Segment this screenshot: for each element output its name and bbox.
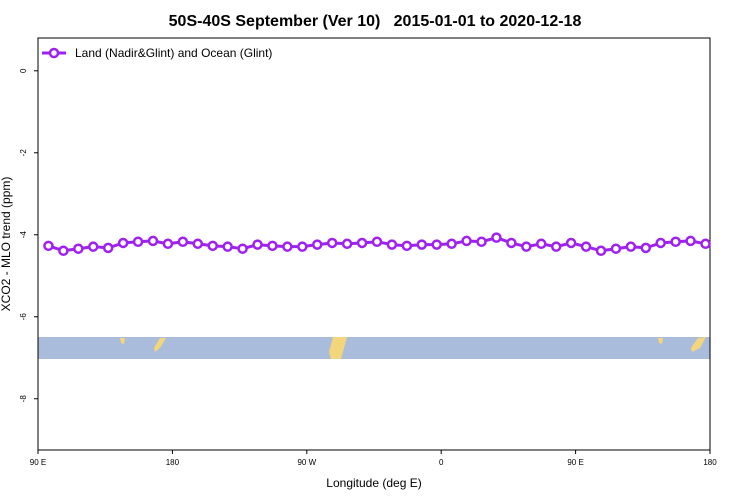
data-point <box>521 241 532 252</box>
data-point <box>476 236 487 247</box>
x-tick-label: 90 E <box>30 458 46 467</box>
data-point <box>282 241 293 252</box>
x-tick-label: 90 W <box>297 458 316 467</box>
y-tick-label: -6 <box>19 313 28 321</box>
data-point <box>147 235 159 247</box>
data-point <box>431 239 442 250</box>
data-point <box>461 235 472 247</box>
land <box>120 338 125 344</box>
data-point <box>446 238 457 250</box>
data-point <box>610 243 622 254</box>
data-point <box>655 237 666 249</box>
legend-label: Land (Nadir&Glint) and Ocean (Glint) <box>75 46 272 60</box>
y-axis-title: XCO2 - MLO trend (ppm) <box>0 177 13 312</box>
data-point <box>416 239 428 250</box>
data-point <box>341 238 353 250</box>
data-point <box>386 239 398 250</box>
chart-title: 50S-40S September (Ver 10) 2015-01-01 to… <box>169 13 582 30</box>
data-point <box>222 241 233 252</box>
data-point <box>700 238 711 250</box>
x-tick-label: 90 E <box>567 458 583 467</box>
legend-marker <box>48 47 60 59</box>
map-band <box>38 337 710 359</box>
data-point <box>550 241 562 252</box>
data-point <box>506 237 517 249</box>
x-axis-title: Longitude (deg E) <box>326 476 421 490</box>
y-tick-label: -4 <box>19 231 28 239</box>
data-point <box>102 242 114 254</box>
data-point <box>565 237 577 249</box>
x-tick-label: 0 <box>439 458 444 467</box>
data-point <box>117 237 129 249</box>
data-point <box>192 238 204 250</box>
y-tick-label: -8 <box>19 395 28 403</box>
data-point <box>371 236 383 247</box>
data-point <box>625 241 637 252</box>
data-point <box>580 241 592 252</box>
data-point <box>595 245 607 257</box>
data-point <box>401 240 413 252</box>
data-point <box>252 239 263 250</box>
data-point <box>491 232 502 243</box>
land <box>691 337 706 352</box>
x-tick-label: 180 <box>166 458 180 467</box>
data-point <box>267 240 278 252</box>
data-point <box>58 245 69 257</box>
data-point <box>132 236 144 247</box>
data-point <box>356 237 368 249</box>
data-point <box>43 240 54 252</box>
land <box>329 337 347 359</box>
data-point <box>162 238 174 250</box>
data-point <box>73 243 84 254</box>
data-point <box>326 237 338 249</box>
data-point <box>207 240 218 252</box>
x-tick-label: 180 <box>703 458 717 467</box>
data-point <box>640 242 652 254</box>
data-point <box>237 243 248 254</box>
ocean-band <box>38 337 710 359</box>
data-point <box>177 236 189 247</box>
land <box>154 338 166 352</box>
y-tick-label: -2 <box>19 149 28 157</box>
data-point <box>312 239 323 250</box>
y-tick-label: 0 <box>19 68 28 73</box>
data-point <box>536 238 547 250</box>
data-point <box>670 236 681 247</box>
data-point <box>685 235 696 247</box>
land <box>658 338 663 344</box>
data-point <box>88 241 99 252</box>
data-point <box>297 241 308 252</box>
